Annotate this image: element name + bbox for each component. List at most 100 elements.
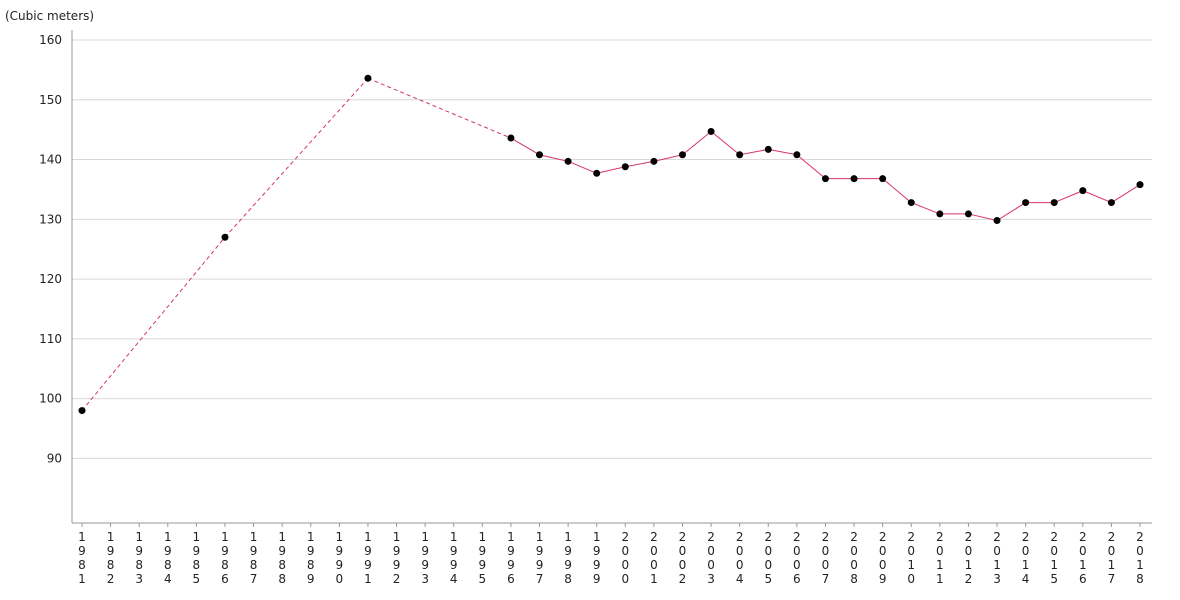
data-point[interactable]	[78, 407, 86, 415]
series-segment	[882, 178, 912, 203]
data-point[interactable]	[707, 127, 715, 135]
series-segment	[1111, 184, 1141, 204]
data-point[interactable]	[564, 157, 572, 165]
series-segment	[739, 148, 769, 156]
y-tick-label: 150	[39, 93, 62, 107]
data-point[interactable]	[1136, 181, 1144, 189]
data-point[interactable]	[621, 163, 629, 171]
series-segment	[768, 148, 797, 156]
data-point[interactable]	[221, 233, 229, 241]
data-point[interactable]	[1079, 187, 1087, 195]
data-point[interactable]	[1022, 199, 1030, 207]
series-segment	[1082, 190, 1112, 204]
data-point[interactable]	[364, 74, 372, 82]
series-segment	[539, 154, 569, 162]
data-point[interactable]	[936, 210, 944, 218]
grid-lines	[72, 39, 1152, 459]
y-tick-label: 130	[39, 212, 62, 226]
data-point[interactable]	[536, 151, 544, 159]
series-points	[78, 74, 1144, 415]
axes	[71, 30, 1152, 524]
data-point[interactable]	[964, 210, 972, 218]
series-segment	[1054, 190, 1084, 204]
data-point[interactable]	[678, 151, 686, 159]
data-point[interactable]	[764, 145, 772, 153]
data-point[interactable]	[593, 169, 601, 177]
data-point[interactable]	[736, 151, 744, 159]
series-segment	[653, 154, 683, 162]
data-point[interactable]	[793, 151, 801, 159]
y-tick-label: 110	[39, 332, 62, 346]
series-segment	[710, 131, 740, 156]
y-tick-label: 90	[47, 451, 62, 465]
data-point[interactable]	[907, 199, 915, 207]
data-point[interactable]	[650, 157, 658, 165]
series-segment	[968, 213, 998, 221]
y-axis-ticks: 90 100 110 120 130 140 150 160	[39, 33, 62, 465]
y-tick-label: 140	[39, 153, 62, 167]
series-segment	[796, 154, 826, 180]
data-point[interactable]	[821, 175, 829, 183]
data-point[interactable]	[879, 175, 887, 183]
series-segment	[996, 202, 1026, 221]
series-gap-segment	[224, 77, 369, 238]
y-tick-label: 160	[39, 33, 62, 47]
series-segment	[911, 202, 941, 215]
data-point[interactable]	[1107, 199, 1115, 207]
series-segment	[596, 166, 626, 174]
series-segment	[510, 137, 540, 156]
series-lines	[81, 77, 1141, 411]
series-segment	[567, 160, 597, 174]
data-point[interactable]	[993, 217, 1001, 225]
series-gap-segment	[367, 77, 512, 139]
y-unit-label: (Cubic meters)	[5, 9, 94, 23]
data-point[interactable]	[1050, 199, 1058, 207]
y-tick-label: 100	[39, 392, 62, 406]
data-point[interactable]	[850, 175, 858, 183]
y-tick-label: 120	[39, 272, 62, 286]
series-segment	[682, 131, 712, 156]
series-segment	[625, 160, 654, 168]
x-axis-ticks: 1 9 8 1 1 9 8 2 1 9 8 3 1 9 8 4 1 9 8 5 1 9 8 6 1 9 8 7 1 9 8 8 1 9 8 9 1 9 9 0…	[78, 523, 1144, 586]
data-point[interactable]	[507, 134, 515, 142]
